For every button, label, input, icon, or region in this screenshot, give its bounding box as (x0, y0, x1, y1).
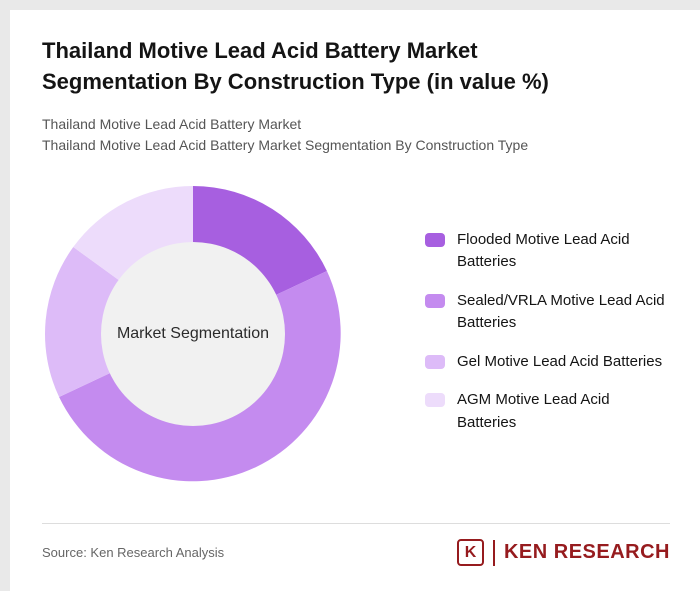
donut-chart: Market Segmentation (43, 184, 343, 484)
source-text: Source: Ken Research Analysis (42, 545, 225, 560)
legend-label-flooded: Flooded Motive Lead Acid Batteries (457, 230, 630, 271)
legend-item-agm: AGM Motive Lead Acid Batteries (425, 389, 667, 434)
footer-divider (42, 523, 670, 524)
chart-title: Thailand Motive Lead Acid Battery Market… (42, 38, 549, 94)
chart-subtitles: Thailand Motive Lead Acid Battery Market… (42, 114, 668, 156)
legend-label-gel: Gel Motive Lead Acid Batteries (457, 352, 663, 370)
donut-chart-svg (45, 185, 341, 481)
legend-item-sealed-vrla: Sealed/VRLA Motive Lead Acid Batteries (425, 290, 667, 335)
chart-legend: Flooded Motive Lead Acid Batteries Seale… (425, 184, 667, 435)
chart-card: Thailand Motive Lead Acid Battery Market… (10, 10, 700, 591)
logo-k-icon: K (456, 539, 484, 566)
chart-subtitle-segmentation: Thailand Motive Lead Acid Battery Market… (42, 136, 529, 153)
logo-separator (492, 539, 495, 566)
chart-subtitle-market: Thailand Motive Lead Acid Battery Market (42, 115, 302, 132)
legend-swatch-sealed-vrla (425, 293, 445, 308)
legend-item-flooded: Flooded Motive Lead Acid Batteries (425, 229, 667, 274)
footer: Source: Ken Research Analysis K KEN RESE… (42, 523, 670, 566)
footer-row: Source: Ken Research Analysis K KEN RESE… (42, 524, 670, 566)
chart-area: Market Segmentation Flooded Motive Lead … (43, 184, 700, 484)
ken-research-logo: K KEN RESEARCH (456, 539, 670, 566)
legend-label-agm: AGM Motive Lead Acid Batteries (457, 391, 610, 431)
logo-wordmark: KEN RESEARCH (503, 541, 670, 563)
legend-swatch-gel (425, 354, 445, 369)
legend-item-gel: Gel Motive Lead Acid Batteries (425, 351, 667, 374)
legend-label-sealed-vrla: Sealed/VRLA Motive Lead Acid Batteries (457, 291, 665, 332)
legend-swatch-flooded (425, 232, 445, 247)
legend-swatch-agm (425, 393, 445, 408)
donut-center-label: Market Segmentation (116, 324, 270, 342)
